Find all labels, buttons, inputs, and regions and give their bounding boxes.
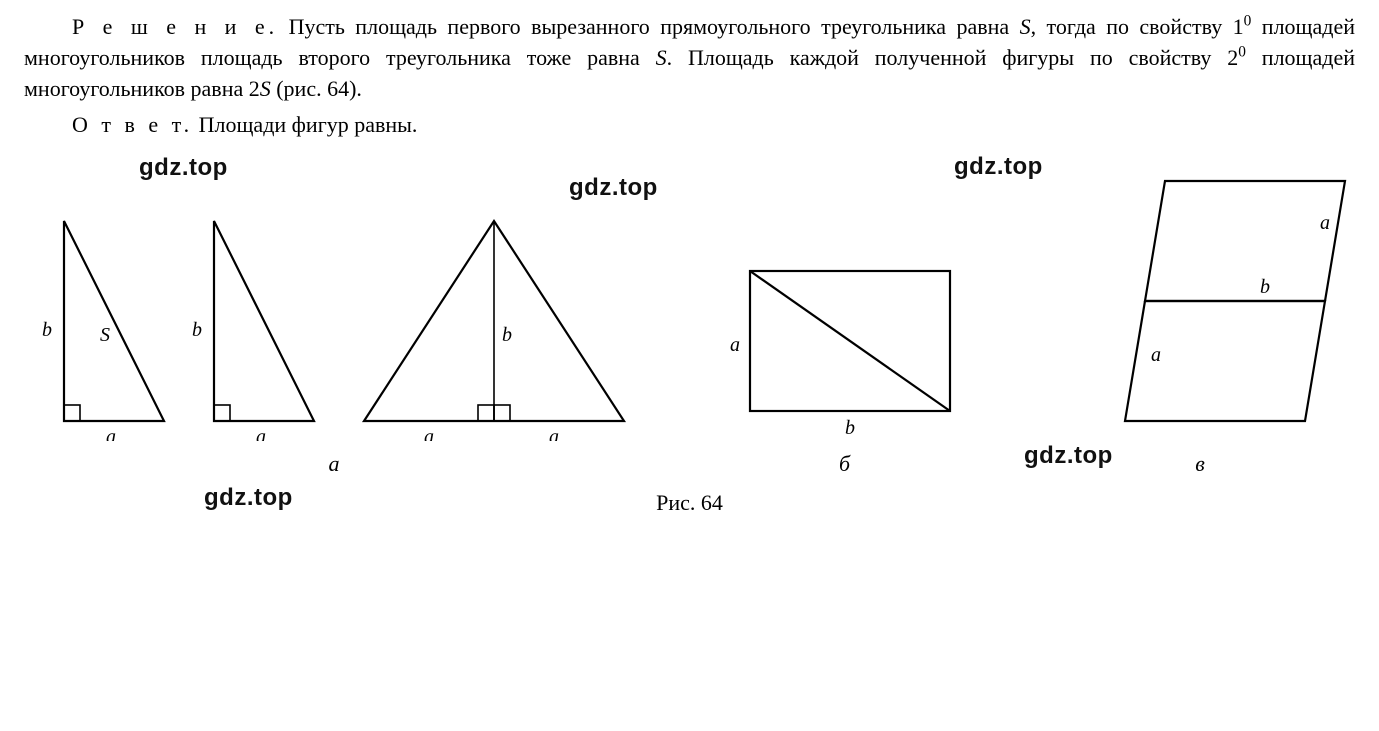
var-s: S	[656, 45, 667, 70]
watermark: gdz.top	[139, 151, 228, 185]
text-run: Пусть площадь первого вырезанного прямоу…	[278, 14, 1019, 39]
figure-group-v: a b a в	[1045, 161, 1355, 480]
label-a: a	[106, 426, 116, 441]
label-b: b	[845, 417, 855, 439]
figure-label-a: а	[329, 449, 340, 480]
document-body: gdz.top Р е ш е н и е. Пусть площадь пер…	[24, 12, 1355, 519]
triangle-right-2: b a	[184, 191, 334, 441]
var-s: S	[1020, 14, 1031, 39]
var-s: S	[260, 76, 271, 101]
figure-row: gdz.top gdz.top gdz.top gdz.top b S a b	[24, 161, 1355, 480]
label-a: a	[256, 426, 266, 441]
label-b: b	[42, 319, 52, 341]
triangle-isoceles: b a a	[344, 191, 644, 441]
text-run: . Площадь каждой полученной фигуры по св…	[667, 45, 1239, 70]
label-b: b	[192, 319, 202, 341]
watermark: gdz.top	[954, 150, 1043, 184]
parallelogram-pair: a b a	[1045, 161, 1355, 441]
watermark: gdz.top	[204, 481, 293, 515]
label-a: a	[1320, 212, 1330, 234]
triangle-right-1: b S a	[24, 191, 174, 441]
label-a: a	[1151, 344, 1161, 366]
rectangle-diagonal: a b	[720, 241, 970, 441]
label-a: a	[730, 334, 740, 356]
watermark: gdz.top	[1024, 439, 1113, 473]
label-a: a	[549, 426, 559, 441]
text-run: (рис. 64).	[271, 76, 362, 101]
label-a: a	[424, 426, 434, 441]
figure-subrow: b S a b a b a	[24, 191, 644, 441]
solution-label: Р е ш е н и е.	[72, 14, 278, 39]
answer-label: О т в е т.	[72, 112, 193, 137]
figure-group-b: a b б	[720, 241, 970, 480]
superscript: 0	[1238, 43, 1246, 60]
label-b: b	[502, 324, 512, 346]
watermark: gdz.top	[569, 171, 658, 205]
text-run: , тогда по свойству 1	[1031, 14, 1244, 39]
figure-group-a: b S a b a b a	[24, 191, 644, 480]
answer-text: Площади фигур равны.	[193, 112, 417, 137]
label-S: S	[100, 324, 110, 346]
solution-paragraph: Р е ш е н и е. Пусть площадь первого выр…	[24, 12, 1355, 104]
answer-paragraph: О т в е т. Площади фигур равны.	[24, 110, 1355, 141]
figure-label-v: в	[1195, 449, 1205, 480]
figure-label-b: б	[839, 449, 850, 480]
label-b: b	[1260, 276, 1270, 298]
